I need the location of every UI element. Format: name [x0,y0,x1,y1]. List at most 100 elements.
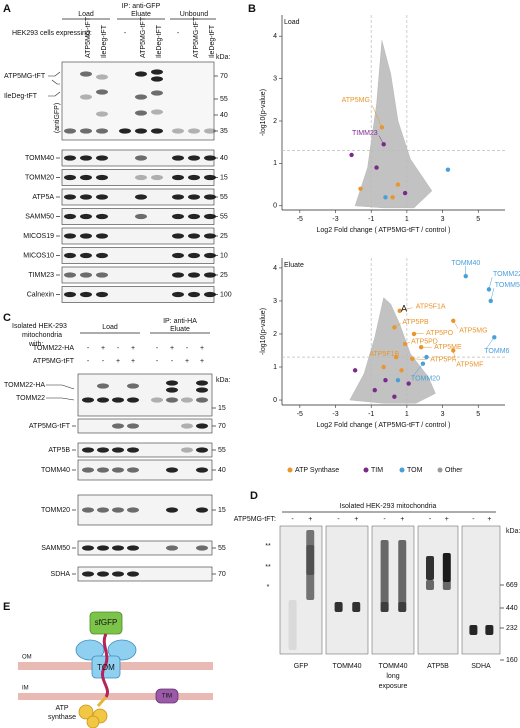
point-label: ATP5PD [411,339,438,346]
band [151,174,163,181]
band [172,194,184,200]
kda-marker: 15 [218,405,226,412]
sign: + [170,345,174,352]
y-tick-label: 1 [273,364,277,371]
band [181,447,193,453]
band [64,291,76,298]
sign: - [383,516,386,523]
band [80,291,92,298]
smear [398,602,407,612]
band [97,447,109,453]
row-label: with: [28,341,43,348]
sign: + [200,345,204,352]
panel-letter: C [3,312,11,324]
sign: - [291,516,294,523]
y-tick-label: 1 [273,160,277,167]
blot-label: SDHA [51,571,71,578]
smear [426,580,434,590]
band [188,174,200,181]
band [80,94,92,100]
blot [279,525,323,655]
band [96,174,108,181]
kda-marker: 15 [220,174,228,181]
band [64,272,76,278]
point [372,387,377,393]
leader-line [453,320,459,329]
band [97,571,109,577]
band [96,128,108,134]
sign: - [87,358,90,365]
band [196,467,208,473]
membrane-label: OM [22,655,32,661]
band [112,545,124,551]
band [151,109,163,115]
blot-label: TOMM20 [25,174,54,181]
point [397,308,402,314]
antibody-label: (antiGFP) [54,103,61,133]
y-tick-label: 3 [273,298,277,305]
band [97,383,109,389]
blot-label: ATP5MG-tFT [4,73,46,80]
inner-membrane [18,693,213,700]
band [127,397,139,403]
blot-label: ATP5A [32,194,54,201]
band [97,467,109,473]
blot-label: MICOS10 [23,252,54,259]
band [82,397,94,403]
point-label: ATP5PB [402,319,429,326]
smear [442,553,451,582]
tom-subunit [107,639,137,661]
kda-marker: 40 [218,467,226,474]
lane-label: ATP5MG-tFT [85,16,92,58]
lane-group-label: TOMM40 [378,663,407,670]
row-label: TOMM22-HA [33,345,74,352]
blot-label: ATP5B [48,447,70,454]
band [166,545,178,551]
x-tick-label: -5 [297,411,303,418]
x-tick-label: -3 [332,216,338,223]
band [135,71,147,77]
band [196,387,208,393]
band [80,233,92,239]
band [204,252,216,259]
band [97,545,109,551]
sign: - [337,516,340,523]
band [151,128,163,134]
leader-line [413,332,424,335]
panel-title: Isolated HEK-293 mitochondria [340,503,437,510]
band [112,571,124,577]
sign: + [101,345,105,352]
band [204,213,216,220]
band [204,128,216,134]
sign: + [308,516,312,523]
legend-swatch [363,467,369,473]
leader-line [399,307,413,312]
band [151,76,163,82]
smear [306,530,315,600]
point [486,287,492,292]
point [383,195,388,200]
tom-subunit [75,639,105,661]
point-label: ATP5PO [426,330,454,337]
band [172,233,184,239]
blot-label: MICOS19 [23,233,54,240]
y-tick-label: 3 [273,75,277,82]
kda-marker: 70 [220,73,228,80]
lane-label: - [69,30,72,37]
sign: - [87,345,90,352]
band [80,128,92,134]
band [80,252,92,259]
point-label: TOMM6 [484,348,509,355]
group-header: Eluate [131,11,151,18]
legend-label: Other [445,467,463,474]
band [80,174,92,181]
point-label: ATP5MG [459,328,487,335]
point [383,378,388,383]
legend-label: TOM [407,467,423,474]
kda-marker: 100 [220,291,232,298]
bracket [48,71,61,97]
x-tick-label: -5 [297,216,303,223]
point [381,364,386,370]
band [204,155,216,161]
